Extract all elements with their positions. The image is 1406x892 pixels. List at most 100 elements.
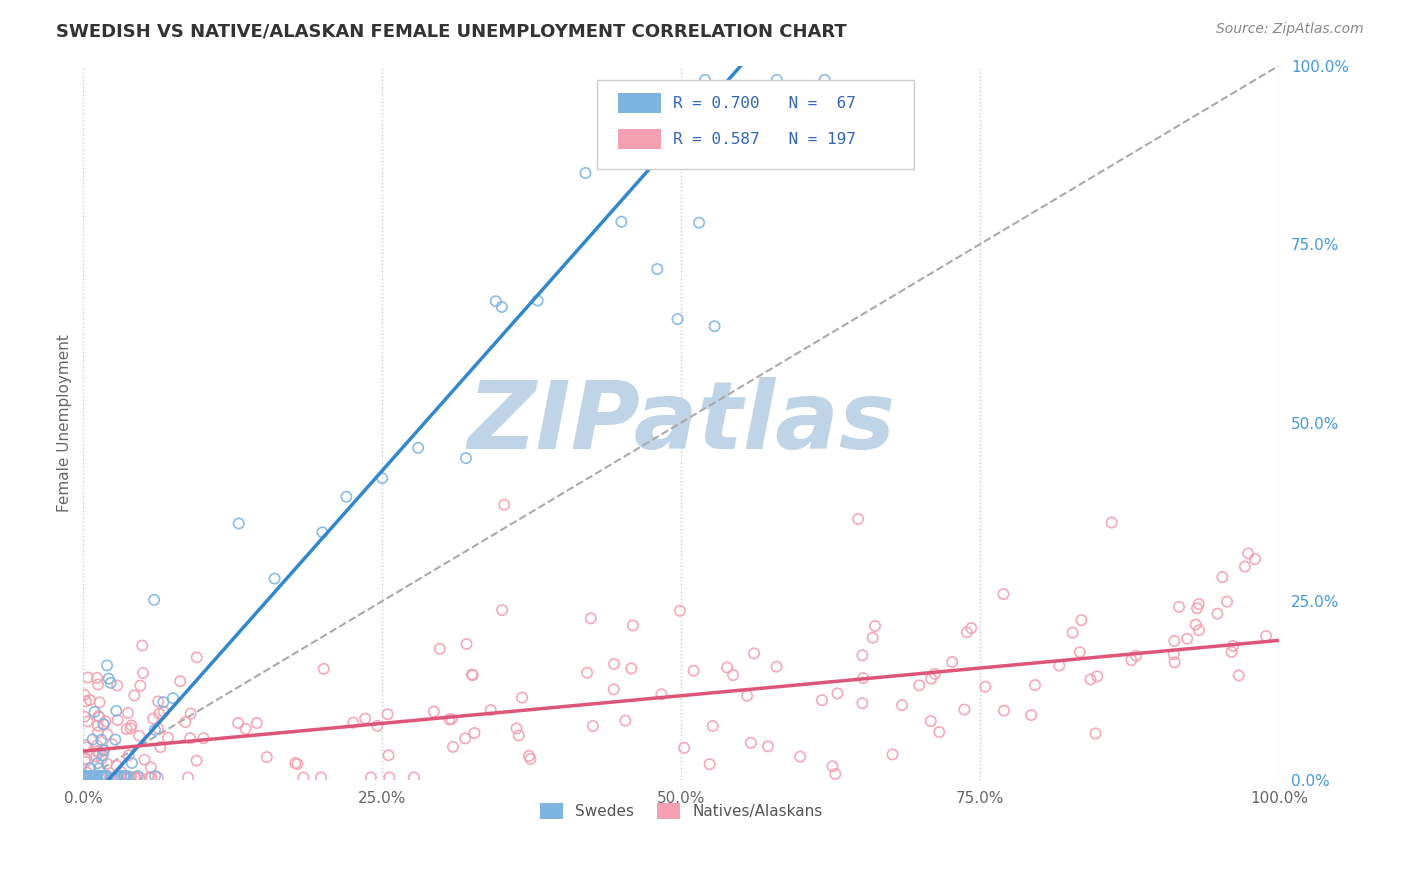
Point <box>108 771 131 785</box>
Point <box>1085 669 1108 683</box>
Point <box>76 769 98 783</box>
Point <box>79 769 101 783</box>
Text: SWEDISH VS NATIVE/ALASKAN FEMALE UNEMPLOYMENT CORRELATION CHART: SWEDISH VS NATIVE/ALASKAN FEMALE UNEMPLO… <box>56 22 846 40</box>
Point <box>1070 613 1092 627</box>
Point <box>378 771 401 785</box>
Point <box>75 752 97 766</box>
Point <box>117 706 139 720</box>
Point <box>851 648 873 663</box>
Point <box>86 756 108 771</box>
Point <box>75 694 97 708</box>
Point <box>1101 516 1123 530</box>
Point <box>79 693 101 707</box>
Point <box>440 712 463 726</box>
Point <box>138 771 160 785</box>
Point <box>508 728 530 742</box>
Point <box>96 768 118 782</box>
Point <box>402 771 425 785</box>
Point <box>235 722 257 736</box>
Point <box>454 451 477 466</box>
Point <box>974 680 997 694</box>
Point <box>82 771 104 785</box>
Point <box>80 769 103 783</box>
Point <box>105 704 128 718</box>
Point <box>79 761 101 775</box>
Point <box>461 668 484 682</box>
Point <box>75 769 97 783</box>
Point <box>1121 653 1143 667</box>
Point <box>91 742 114 756</box>
Point <box>73 688 96 702</box>
Point <box>650 687 672 701</box>
Point <box>1188 597 1211 611</box>
Point <box>96 727 118 741</box>
Point <box>132 666 155 681</box>
Point <box>510 690 533 705</box>
Point <box>811 693 834 707</box>
Point <box>96 658 118 673</box>
Point <box>124 771 146 785</box>
Point <box>129 679 152 693</box>
Point <box>284 756 307 771</box>
Point <box>120 771 142 785</box>
Point <box>688 216 710 230</box>
Point <box>721 668 744 682</box>
Point <box>630 148 652 162</box>
Y-axis label: Female Unemployment: Female Unemployment <box>58 334 72 511</box>
Point <box>120 718 142 732</box>
Point <box>1062 625 1084 640</box>
Point <box>91 769 114 783</box>
Point <box>669 132 692 146</box>
Point <box>953 702 976 716</box>
Point <box>83 705 105 719</box>
Point <box>75 752 97 766</box>
Point <box>79 771 101 785</box>
Point <box>93 717 115 731</box>
Point <box>666 312 689 326</box>
Point <box>292 771 315 785</box>
Point <box>146 771 169 785</box>
Point <box>620 661 643 675</box>
Point <box>454 731 477 746</box>
Point <box>91 748 114 763</box>
Point <box>139 760 162 774</box>
Point <box>86 769 108 783</box>
Point <box>1163 634 1185 648</box>
Point <box>908 678 931 692</box>
Point <box>82 769 104 783</box>
Point <box>73 771 96 785</box>
Point <box>75 738 97 752</box>
Point <box>96 756 118 771</box>
Point <box>377 748 399 763</box>
Point <box>439 712 461 726</box>
Point <box>141 771 163 785</box>
Point <box>120 771 142 785</box>
Point <box>105 758 128 772</box>
Point <box>311 525 333 540</box>
Point <box>463 726 485 740</box>
Point <box>82 732 104 747</box>
Point <box>579 611 602 625</box>
Point <box>574 166 596 180</box>
Point <box>1024 678 1046 692</box>
Point <box>863 619 886 633</box>
Text: ZIPatlas: ZIPatlas <box>467 376 896 468</box>
Point <box>110 765 132 780</box>
Point <box>89 746 111 760</box>
Point <box>90 769 112 783</box>
Legend: Swedes, Natives/Alaskans: Swedes, Natives/Alaskans <box>534 797 828 825</box>
Point <box>143 769 166 783</box>
Point <box>852 671 875 685</box>
Point <box>1184 617 1206 632</box>
Point <box>371 471 394 485</box>
Point <box>360 771 382 785</box>
Point <box>1254 629 1277 643</box>
Point <box>702 719 724 733</box>
Point <box>84 771 107 785</box>
Point <box>186 650 208 665</box>
Point <box>582 719 605 733</box>
Point <box>956 625 979 640</box>
Point <box>84 769 107 783</box>
Point <box>827 686 849 700</box>
Point <box>1244 552 1267 566</box>
